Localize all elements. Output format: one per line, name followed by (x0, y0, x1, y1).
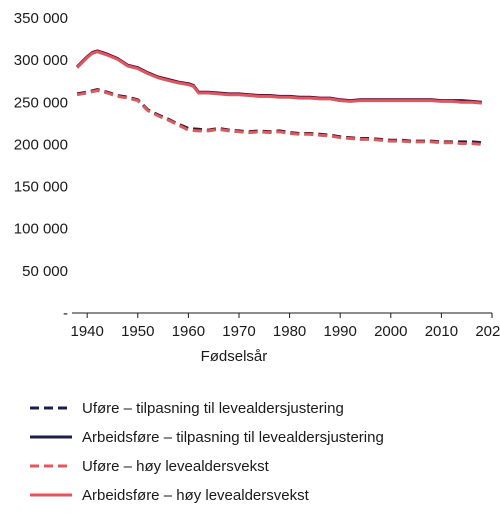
y-tick-label: 50 000 (22, 263, 68, 280)
y-tick-label: 150 000 (14, 179, 68, 196)
x-tick-label: 2010 (425, 323, 458, 340)
series-lines (76, 49, 483, 146)
legend-label: Uføre – høy levealdersvekst (82, 458, 270, 475)
series-line-4 (76, 50, 483, 105)
x-axis: 1940 1950 1960 1970 1980 1990 2000 2010 2020 (70, 312, 500, 340)
x-tick-label: 1980 (273, 323, 306, 340)
x-axis-title: Fødselsår (201, 348, 268, 365)
series-line-2 (76, 49, 483, 104)
x-tick-label: 1960 (172, 323, 205, 340)
y-tick-label: 100 000 (14, 221, 68, 238)
y-axis: - 50 000 100 000 150 000 200 000 250 000 300 0… (14, 10, 68, 322)
legend-label: Uføre – tilpasning til levealdersjusteri… (82, 400, 344, 417)
y-tick-label: 200 000 (14, 136, 68, 153)
y-tick-label: - (63, 305, 68, 322)
y-tick-label: 250 000 (14, 94, 68, 111)
legend: Uføre – tilpasning til levealdersjusteri… (30, 400, 384, 504)
legend-label: Arbeidsføre – tilpasning til levealdersj… (82, 429, 384, 446)
legend-label: Arbeidsføre – høy levealdersvekst (82, 487, 310, 504)
x-tick-label: 2020 (475, 323, 500, 340)
x-tick-label: 2000 (374, 323, 407, 340)
x-tick-label: 1950 (121, 323, 154, 340)
x-tick-label: 1990 (324, 323, 357, 340)
x-tick-label: 1940 (70, 323, 103, 340)
x-tick-label: 1970 (222, 323, 255, 340)
y-tick-label: 300 000 (14, 52, 68, 69)
y-tick-label: 350 000 (14, 10, 68, 27)
series-line-3 (76, 89, 483, 146)
